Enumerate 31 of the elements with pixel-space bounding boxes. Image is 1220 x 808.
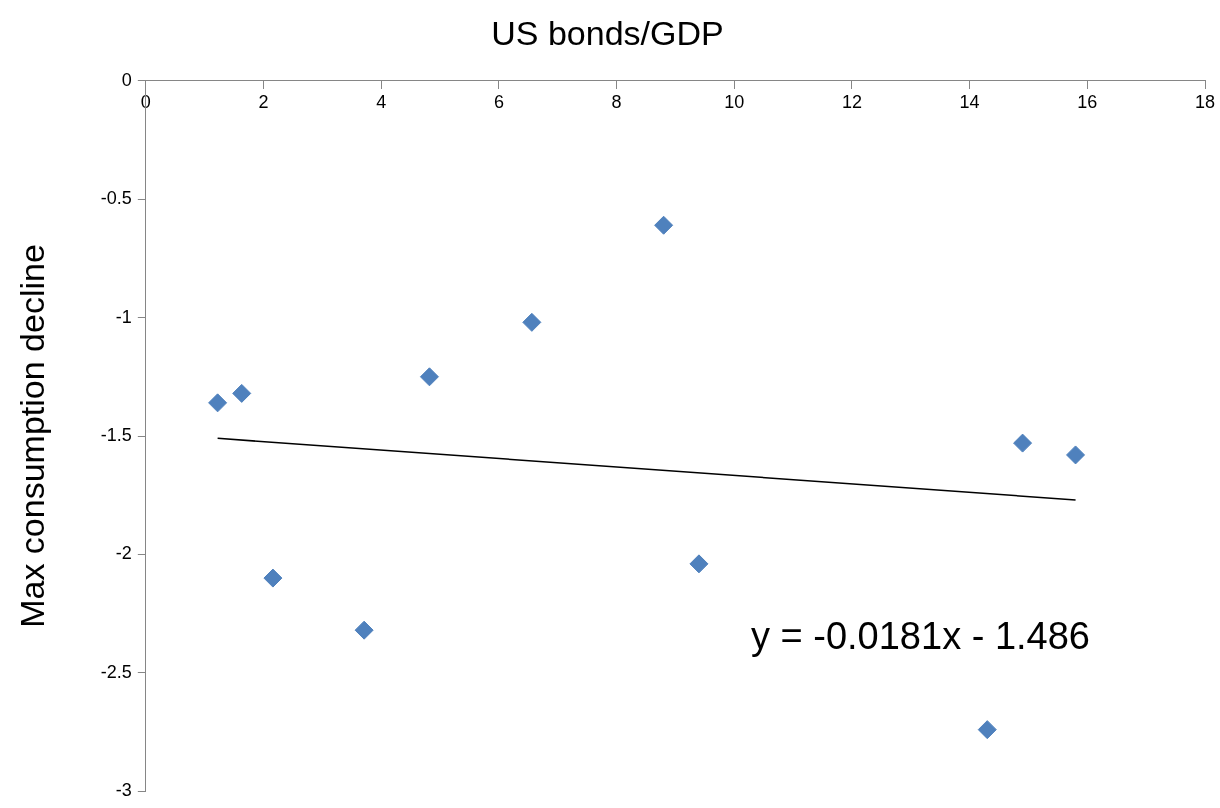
x-tick-label: 2 bbox=[258, 91, 269, 112]
point bbox=[208, 393, 228, 413]
point bbox=[263, 568, 283, 588]
point bbox=[522, 312, 542, 332]
x-tick-label: 0 bbox=[140, 91, 151, 112]
y-axis-title: Max consumption decline bbox=[12, 244, 51, 628]
x-tick-label: 8 bbox=[611, 91, 622, 112]
point bbox=[654, 215, 674, 235]
point bbox=[977, 720, 997, 740]
x-tick-label: 16 bbox=[1077, 91, 1098, 112]
x-tick-label: 14 bbox=[959, 91, 980, 112]
x-tick-label: 6 bbox=[493, 91, 504, 112]
point bbox=[419, 367, 439, 387]
y-tick-label: -0.5 bbox=[100, 188, 132, 209]
point bbox=[689, 554, 709, 574]
point bbox=[232, 383, 252, 403]
x-tick-label: 10 bbox=[724, 91, 745, 112]
chart-title: US bonds/GDP bbox=[491, 13, 724, 52]
x-tick-label: 4 bbox=[376, 91, 387, 112]
y-tick-label: 0 bbox=[121, 69, 132, 90]
point bbox=[1013, 433, 1033, 453]
y-tick-label: -1 bbox=[115, 306, 132, 327]
annotation: y = -0.0181x - 1.486 bbox=[750, 615, 1090, 658]
x-tick-label: 18 bbox=[1194, 91, 1216, 112]
point bbox=[1066, 445, 1086, 465]
y-tick-label: -2 bbox=[115, 543, 132, 564]
y-tick-label: -1.5 bbox=[100, 424, 132, 445]
y-tick-label: -3 bbox=[115, 780, 132, 801]
x-tick-label: 12 bbox=[841, 91, 862, 112]
y-tick-label: -2.5 bbox=[100, 661, 132, 682]
point bbox=[354, 620, 374, 640]
